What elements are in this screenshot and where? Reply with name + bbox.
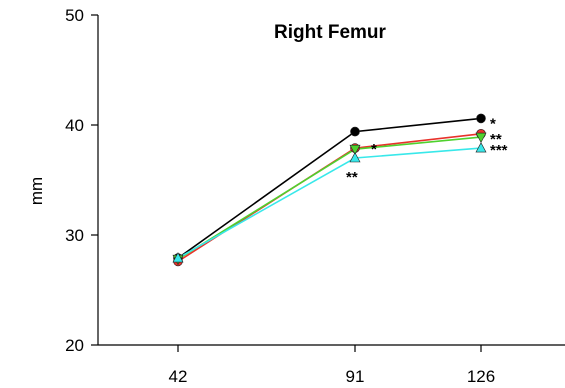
significance-annotation: * <box>490 115 496 132</box>
data-point <box>349 144 361 156</box>
chart-title: Right Femur <box>274 22 386 43</box>
significance-annotation: *** <box>490 142 508 159</box>
data-point <box>172 252 184 263</box>
significance-annotation: * <box>371 141 377 158</box>
data-point <box>350 126 360 137</box>
x-tick-label: 126 <box>467 367 495 386</box>
data-point <box>476 113 486 124</box>
y-axis-label: mm <box>27 177 46 205</box>
significance-annotation: ** <box>490 131 502 148</box>
series-line-1 <box>177 133 482 263</box>
x-tick-label: 91 <box>346 367 365 386</box>
x-tick-label: 42 <box>169 367 188 386</box>
data-point <box>349 152 361 163</box>
y-tick-label: 50 <box>65 6 84 25</box>
data-point <box>475 132 487 144</box>
y-tick-label: 40 <box>65 116 84 135</box>
y-tick-label: 30 <box>65 226 84 245</box>
significance-annotation: ** <box>346 169 358 186</box>
series-line-2 <box>177 136 482 260</box>
y-tick-label: 20 <box>65 336 84 355</box>
data-point <box>475 142 487 153</box>
